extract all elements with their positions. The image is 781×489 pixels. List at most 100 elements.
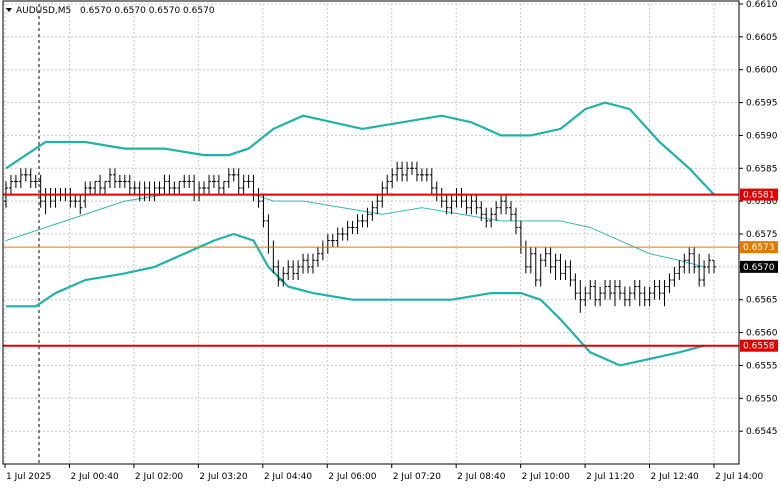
ohlc-bar: [494, 201, 499, 221]
bollinger-upper-line: [5, 101, 715, 196]
ohlc-bar: [38, 174, 43, 208]
dropdown-triangle-icon[interactable]: [6, 8, 12, 12]
ohlc-bar: [553, 253, 558, 280]
ohlc-bar: [301, 253, 306, 274]
time-tick-label: 2 Jul 08:40: [457, 472, 506, 482]
horizontal-levels[interactable]: [3, 193, 739, 347]
ohlc-bar: [632, 280, 637, 300]
time-tick-label: 2 Jul 14:00: [715, 472, 764, 482]
ohlc-bar: [672, 266, 677, 287]
ohlc-bar: [464, 194, 469, 215]
time-tick-label: 2 Jul 04:40: [264, 472, 313, 482]
level-label-0.6581: 0.6581: [740, 188, 778, 201]
ohlc-bar: [662, 280, 667, 307]
ohlc-bar: [177, 180, 182, 195]
ohlc-bar: [226, 168, 231, 188]
ohlc-bar: [112, 168, 117, 188]
ohlc-bar: [499, 194, 504, 215]
ohlc-bar: [117, 174, 122, 188]
time-tick-label: 2 Jul 03:20: [199, 472, 248, 482]
ohlc-bar: [548, 247, 553, 274]
ohlc-bar: [568, 260, 573, 287]
ohlc-bar: [469, 194, 474, 215]
ohlc-bar: [583, 286, 588, 307]
price-tick-label: 0.6605: [746, 33, 778, 43]
ohlc-bar: [449, 194, 454, 215]
ohlc-bar: [429, 168, 434, 195]
ohlc-bar: [350, 220, 355, 234]
ohlc-bar: [692, 247, 697, 274]
ohlc-bar: [652, 280, 657, 300]
ohlc-bar: [400, 161, 405, 182]
ohlc-bar: [167, 174, 172, 195]
svg-text:0.6570: 0.6570: [743, 263, 775, 273]
ohlc-bar: [543, 247, 548, 267]
time-tick-label: 2 Jul 00:40: [70, 472, 119, 482]
chart-title: AUDUSD,M5: [16, 6, 71, 16]
level-label-0.6558: 0.6558: [740, 339, 778, 352]
time-tick-label: 2 Jul 10:00: [522, 472, 571, 482]
ohlc-bar: [241, 174, 246, 195]
ohlc-bar: [667, 273, 672, 294]
ohlc-bar: [221, 180, 226, 195]
ohlc-bar: [330, 234, 335, 248]
ohlc-bar: [474, 194, 479, 215]
current-price-label: 0.6570: [740, 260, 778, 273]
ohlc-bar: [187, 174, 192, 188]
chart-header: AUDUSD,M5 0.6570 0.6570 0.6570 0.6570: [6, 6, 215, 16]
chart-grid: [3, 3, 739, 464]
ohlc-bar: [246, 174, 251, 188]
time-tick-label: 2 Jul 02:00: [135, 472, 184, 482]
ohlc-bar: [211, 174, 216, 188]
ohlc-bar: [578, 280, 583, 313]
ohlc-bar: [405, 161, 410, 182]
ohlc-bar: [296, 260, 301, 280]
ohlc-bar: [88, 181, 93, 195]
ohlc-bar: [98, 174, 103, 195]
ohlc-bar: [558, 253, 563, 280]
ohlc-bar: [340, 227, 345, 241]
price-tick-label: 0.6565: [746, 296, 778, 306]
time-axis: 1 Jul 2025 2 Jul 00:40 2 Jul 02:00 2 Jul 03…: [4, 464, 764, 482]
ohlc-bar: [533, 247, 538, 287]
ohlc-bar: [627, 286, 632, 307]
ohlc-bar: [162, 174, 167, 195]
ohlc-bar: [13, 174, 18, 188]
ohlc-bar: [306, 253, 311, 274]
price-axis: 0.6610 0.6605 0.6600 0.6595 0.6590 0.6585 0.65…: [739, 0, 778, 437]
time-tick-label: 2 Jul 06:00: [328, 472, 377, 482]
ohlc-bar: [617, 280, 622, 300]
ohlc-bar: [563, 260, 568, 280]
price-tick-label: 0.6575: [746, 230, 778, 240]
time-tick-label: 1 Jul 2025: [6, 472, 51, 482]
svg-text:0.6573: 0.6573: [743, 243, 775, 253]
time-tick-label: 2 Jul 07:20: [393, 472, 442, 482]
time-tick-label: 2 Jul 11:20: [586, 472, 635, 482]
ohlc-bar: [281, 266, 286, 287]
ohlc-bar: [608, 280, 613, 300]
ohlc-bar: [18, 168, 23, 188]
ohlc-bar: [677, 260, 682, 280]
ohlc-bar: [509, 201, 514, 221]
ohlc-bar: [612, 280, 617, 307]
ohlc-bar: [33, 174, 38, 188]
ohlc-bar: [657, 280, 662, 300]
ohlc-bar: [395, 161, 400, 182]
ohlc-bar: [687, 247, 692, 274]
ohlc-bar: [261, 194, 266, 228]
ohlc-bar: [484, 207, 489, 228]
ohlc-bar: [345, 220, 350, 241]
ohlc-bar: [315, 247, 320, 267]
ohlc-bar: [182, 174, 187, 188]
ohlc-bar: [286, 260, 291, 280]
time-tick-label: 2 Jul 12:40: [651, 472, 700, 482]
level-label-0.6573: 0.6573: [740, 241, 778, 254]
price-tick-label: 0.6610: [746, 0, 778, 10]
ohlc-bar: [335, 227, 340, 248]
ohlc-bar: [8, 174, 13, 195]
ohlc-bar: [588, 280, 593, 300]
ohlc-bar: [385, 174, 390, 195]
ohlc-bar: [622, 286, 627, 307]
svg-text:0.6558: 0.6558: [743, 342, 775, 352]
